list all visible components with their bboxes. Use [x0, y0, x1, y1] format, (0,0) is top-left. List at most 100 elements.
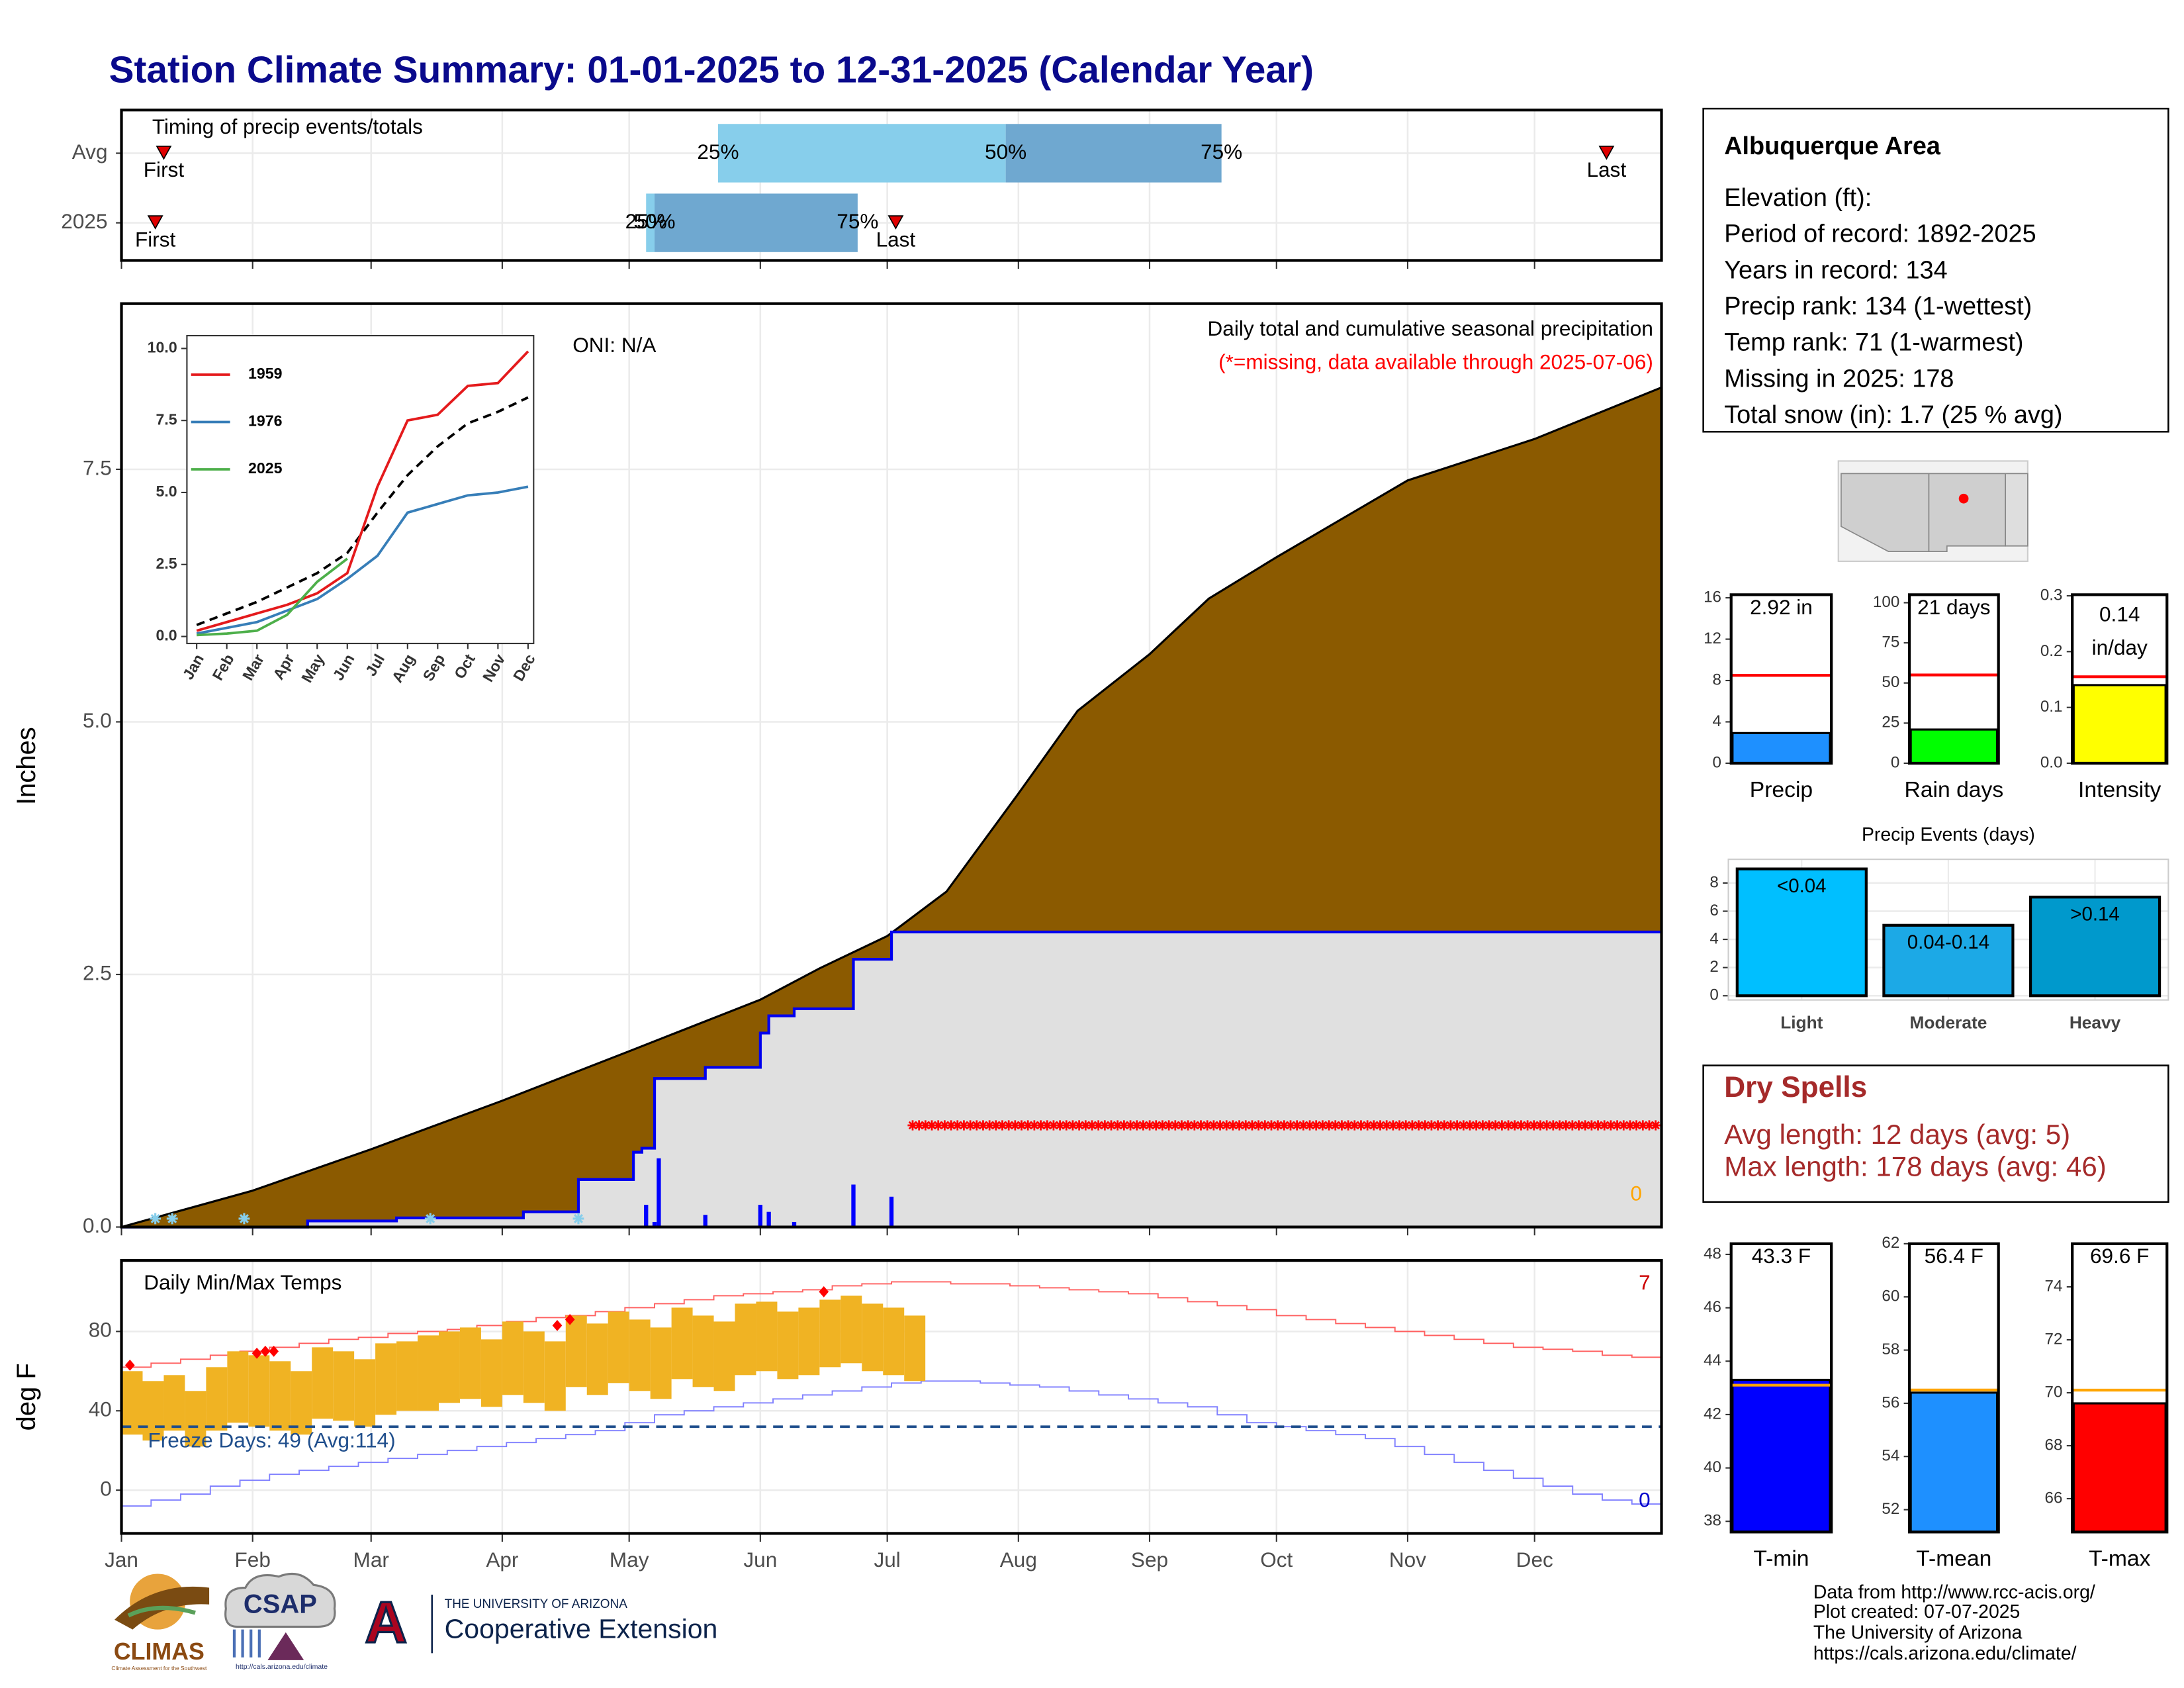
- x-tick-label: Jul: [874, 1548, 900, 1571]
- temp-range-bar: [333, 1351, 355, 1421]
- csap-url: http://cals.arizona.edu/climate: [236, 1663, 328, 1671]
- y-tick-label: 4: [1709, 929, 1718, 947]
- temp-range-bar: [904, 1315, 926, 1382]
- record-marker: [565, 1313, 575, 1325]
- panel-frame: [2071, 593, 2169, 765]
- y-tick-label: 80: [89, 1318, 112, 1342]
- y-tick-label: 70: [2045, 1383, 2063, 1401]
- y-tick-label: 0.0: [2040, 753, 2063, 771]
- record-high-line: [121, 1281, 1662, 1368]
- map-state: [1841, 473, 1930, 553]
- x-tick-label: Apr: [486, 1548, 518, 1571]
- footer-line: https://cals.arizona.edu/climate/: [1813, 1643, 2077, 1664]
- record-low-line: [121, 1380, 1662, 1507]
- legend-label: 1959: [248, 365, 282, 382]
- x-tick-label: Oct: [1260, 1548, 1293, 1571]
- y-tick-label: 0: [100, 1476, 112, 1500]
- y-tick-label: 68: [2045, 1436, 2063, 1454]
- legend-label: 2025: [248, 459, 283, 477]
- x-tick-label: Mar: [353, 1548, 389, 1571]
- y-tick-label: 2.5: [156, 555, 177, 572]
- event-marker: [156, 146, 172, 160]
- marker-label: First: [144, 158, 185, 181]
- dry-spells-frame: [1702, 1064, 2169, 1203]
- event-bar: [1735, 867, 1868, 998]
- series-line: [197, 557, 348, 637]
- temp-range-bar: [312, 1347, 334, 1419]
- daily-precip-bar: [644, 1205, 649, 1227]
- temp-range-bar: [862, 1303, 884, 1372]
- map-state: [1928, 473, 2007, 553]
- temp-range-bar: [291, 1371, 312, 1435]
- info-frame: [1702, 107, 2169, 433]
- y-tick-label: 75: [1882, 633, 1899, 651]
- temp-range-bar: [523, 1331, 545, 1403]
- station-location: [1958, 493, 1969, 504]
- temp-range-bar: [502, 1321, 523, 1395]
- y-tick-label: 40: [1704, 1458, 1721, 1476]
- quartile-label: 75%: [837, 209, 878, 233]
- temp-range-bar: [608, 1311, 629, 1383]
- freeze-label: Freeze Days: 49 (Avg:114): [148, 1429, 396, 1452]
- record-marker: [269, 1345, 279, 1357]
- count-label: 0: [1631, 1182, 1643, 1205]
- event-marker: [147, 215, 163, 230]
- ua-letter: A: [365, 1589, 407, 1655]
- gauge-name: T-min: [1753, 1546, 1809, 1571]
- quartile-label: 50%: [985, 140, 1026, 164]
- x-tick-label: Nov: [1389, 1548, 1426, 1571]
- temp-range-bar: [438, 1331, 460, 1403]
- inset-background: [187, 336, 534, 644]
- inset-frame: [186, 335, 535, 645]
- y-tick-label: 66: [2045, 1489, 2063, 1507]
- y-tick-label: 10.0: [148, 339, 177, 356]
- value-label: 21 days: [1917, 595, 1991, 619]
- unit-label: in/day: [2092, 635, 2148, 659]
- record-marker: [819, 1286, 829, 1297]
- panel-frame: [120, 302, 1663, 1229]
- temp-range-bar: [227, 1351, 249, 1423]
- gauge-bar: [1731, 1378, 1831, 1533]
- bin-label: <0.04: [1777, 875, 1827, 897]
- temp-range-bar: [459, 1327, 481, 1399]
- y-tick-label: 48: [1704, 1244, 1721, 1262]
- csap-text: CSAP: [244, 1589, 317, 1618]
- quartile-label: 50%: [633, 209, 675, 233]
- y-tick-label: 38: [1704, 1512, 1721, 1530]
- panel-title: Daily total and cumulative seasonal prec…: [1208, 316, 1653, 340]
- csap-icon: [267, 1632, 304, 1660]
- info-line: Period of record: 1892-2025: [1724, 220, 2036, 248]
- y-tick-label: 56: [1882, 1393, 1899, 1411]
- event-bar: [2028, 896, 2161, 998]
- daily-precip-bar: [652, 1221, 657, 1227]
- gauge-name: Intensity: [2078, 778, 2161, 802]
- csap-icon: [232, 1629, 261, 1658]
- value-label: 2.92 in: [1750, 595, 1813, 619]
- y-tick-label: 16: [1704, 588, 1721, 606]
- temp-range-bar: [185, 1391, 206, 1447]
- info-line: Total snow (in): 1.7 (25 % avg): [1724, 401, 2062, 429]
- x-tick-label: Moderate: [1910, 1012, 1987, 1032]
- y-tick-label: 0: [1891, 753, 1899, 771]
- y-tick-label: 50: [1882, 673, 1899, 691]
- gauge-name: Precip: [1750, 778, 1813, 802]
- dry-spells-title: Dry Spells: [1724, 1071, 1867, 1103]
- series-line: [196, 485, 529, 635]
- panel-frame: [120, 109, 1663, 262]
- dry-spells: Dry Spells Avg length: 12 days (avg: 5) …: [1702, 1064, 2169, 1203]
- panel-frame: [120, 1258, 1663, 1535]
- panel-label: Daily Min/Max Temps: [144, 1270, 341, 1294]
- panel-frame: [1727, 859, 2169, 1001]
- logos: CLIMAS Climate Assessment for the Southw…: [111, 1572, 717, 1671]
- snow-marker: [424, 1213, 436, 1225]
- info-line: Years in record: 134: [1724, 256, 1947, 284]
- temp-range-bar: [586, 1323, 608, 1395]
- temp-range-bar: [375, 1343, 397, 1415]
- marker-label: First: [135, 227, 176, 251]
- y-tick-label: 8: [1709, 873, 1718, 891]
- y-tick-label: 54: [1882, 1447, 1899, 1465]
- missing-markers: [907, 1120, 1661, 1131]
- y-tick-label: 0.2: [2040, 642, 2063, 660]
- y-tick-label: 4: [1713, 712, 1721, 730]
